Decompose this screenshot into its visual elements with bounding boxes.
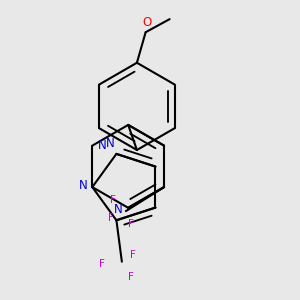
Text: F: F (99, 259, 105, 269)
Text: F: F (128, 219, 134, 229)
Text: F: F (108, 213, 114, 223)
Text: N: N (114, 203, 123, 217)
Text: F: F (128, 272, 134, 282)
Text: N: N (79, 179, 88, 193)
Text: O: O (142, 16, 152, 29)
Text: N: N (106, 136, 114, 149)
Text: N: N (98, 139, 106, 152)
Text: F: F (110, 195, 116, 205)
Text: F: F (130, 250, 136, 260)
